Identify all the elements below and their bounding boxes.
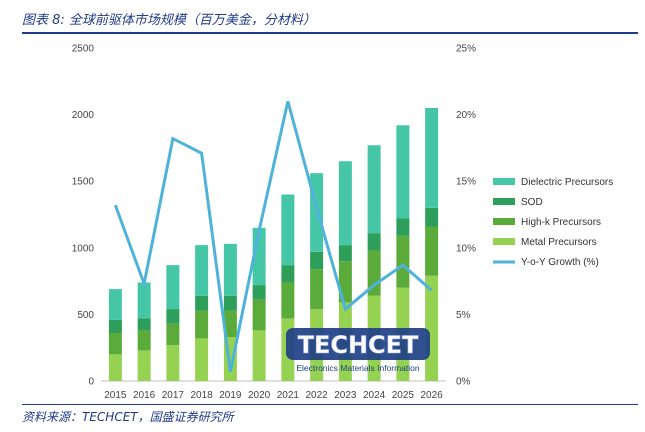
bar-segment bbox=[223, 243, 237, 296]
bar-segment bbox=[166, 265, 180, 310]
bar-segment bbox=[137, 318, 151, 331]
bar-segment bbox=[252, 299, 266, 331]
source-note: 资料来源：TECHCET，国盛证券研究所 bbox=[22, 410, 234, 424]
bar-segment bbox=[195, 295, 209, 311]
footer-rule bbox=[22, 404, 638, 405]
legend-label: Y-o-Y Growth (%) bbox=[521, 257, 599, 268]
bar-segment bbox=[281, 265, 295, 283]
bar-segment bbox=[338, 261, 352, 303]
y-tick-label: 500 bbox=[77, 310, 94, 321]
bar-segment bbox=[367, 233, 381, 251]
legend-swatch bbox=[493, 178, 515, 185]
y-tick-label: 0 bbox=[88, 377, 94, 388]
bar-segment bbox=[108, 319, 122, 334]
watermark-logo bbox=[286, 328, 430, 360]
bar-segment bbox=[338, 245, 352, 262]
bar-segment bbox=[166, 345, 180, 381]
legend-label: Dielectric Precursors bbox=[521, 177, 613, 188]
bar-segment bbox=[137, 330, 151, 351]
x-tick-label: 2022 bbox=[306, 390, 329, 401]
x-tick-label: 2023 bbox=[334, 390, 357, 401]
y2-tick-label: 0% bbox=[456, 377, 471, 388]
y2-tick-label: 5% bbox=[456, 310, 471, 321]
bar-segment bbox=[195, 310, 209, 339]
bar-segment bbox=[137, 282, 151, 319]
bar-segment bbox=[281, 282, 295, 319]
bar-segment bbox=[166, 323, 180, 346]
bar-segment bbox=[137, 350, 151, 381]
y2-tick-label: 20% bbox=[456, 110, 476, 121]
title-rule bbox=[22, 32, 638, 34]
y-tick-label: 2000 bbox=[72, 110, 95, 121]
bar-segment bbox=[338, 161, 352, 246]
legend-swatch bbox=[493, 218, 515, 225]
bar-segment bbox=[396, 125, 410, 219]
yoy-growth-line bbox=[113, 100, 433, 372]
bar-segment bbox=[425, 226, 439, 276]
bar-segment bbox=[396, 235, 410, 288]
y2-tick-label: 15% bbox=[456, 177, 476, 188]
y2-tick-label: 25% bbox=[456, 44, 476, 55]
bar-segment bbox=[195, 338, 209, 381]
x-tick-label: 2025 bbox=[392, 390, 415, 401]
bar-segment bbox=[281, 194, 295, 266]
x-tick-label: 2026 bbox=[421, 390, 444, 401]
y2-tick-label: 10% bbox=[456, 243, 476, 254]
x-tick-label: 2020 bbox=[248, 390, 271, 401]
watermark-tagline: Electronics Materials Information bbox=[296, 363, 420, 373]
legend-swatch bbox=[493, 198, 515, 205]
bar-segment bbox=[108, 289, 122, 320]
chart-title: 图表 8: 全球前驱体市场规模（百万美金，分材料） bbox=[22, 13, 316, 28]
legend-label: SOD bbox=[521, 197, 543, 208]
y-tick-label: 1000 bbox=[72, 243, 95, 254]
x-tick-label: 2018 bbox=[191, 390, 214, 401]
watermark-brand: TECHCET bbox=[298, 331, 419, 359]
bar-segment bbox=[252, 330, 266, 381]
bar-segment bbox=[223, 295, 237, 311]
bar-segment bbox=[108, 354, 122, 381]
legend-label: High-k Precursors bbox=[521, 217, 601, 228]
bar-segment bbox=[166, 309, 180, 324]
y-tick-label: 1500 bbox=[72, 177, 95, 188]
x-tick-label: 2017 bbox=[162, 390, 185, 401]
bar-segment bbox=[252, 285, 266, 300]
bar-segment bbox=[425, 207, 439, 227]
bar-segment bbox=[425, 107, 439, 208]
legend-swatch bbox=[493, 238, 515, 245]
bar-segment bbox=[195, 245, 209, 296]
x-tick-label: 2024 bbox=[363, 390, 386, 401]
x-tick-label: 2019 bbox=[219, 390, 242, 401]
x-tick-label: 2021 bbox=[277, 390, 300, 401]
x-tick-label: 2015 bbox=[104, 390, 127, 401]
bar-segment bbox=[108, 333, 122, 355]
bar-segment bbox=[425, 275, 439, 381]
y-tick-label: 2500 bbox=[72, 44, 95, 55]
bar-segment bbox=[396, 218, 410, 236]
legend-label: Metal Precursors bbox=[521, 237, 597, 248]
x-tick-label: 2016 bbox=[133, 390, 156, 401]
bar-segment bbox=[310, 251, 324, 270]
bar-segment bbox=[310, 269, 324, 310]
bar-segment bbox=[223, 310, 237, 338]
bar-segment bbox=[367, 145, 381, 234]
